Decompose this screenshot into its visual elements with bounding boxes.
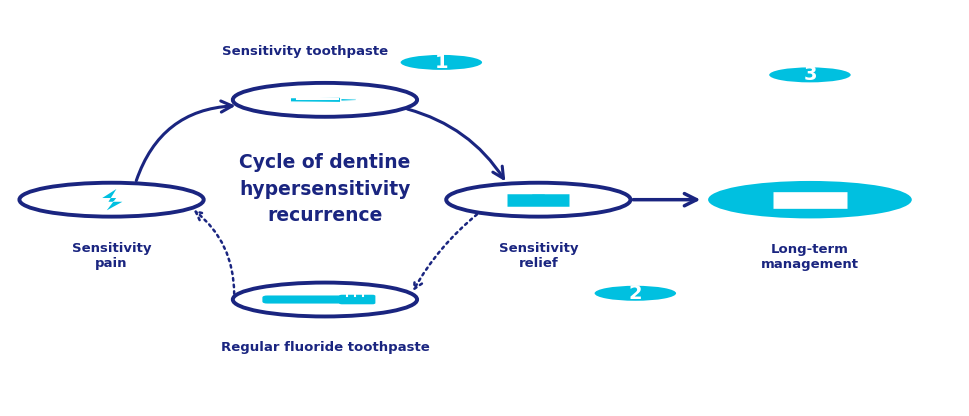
Ellipse shape <box>768 67 850 82</box>
Polygon shape <box>340 98 357 102</box>
Ellipse shape <box>446 183 630 217</box>
Text: Regular fluoride toothpaste: Regular fluoride toothpaste <box>220 342 429 354</box>
Polygon shape <box>290 97 340 103</box>
FancyBboxPatch shape <box>262 295 347 304</box>
Text: Long-term
management: Long-term management <box>760 243 859 271</box>
Text: Sensitivity
pain: Sensitivity pain <box>72 242 151 270</box>
Ellipse shape <box>400 55 482 70</box>
Ellipse shape <box>233 83 417 117</box>
Ellipse shape <box>233 282 417 317</box>
Text: Sensitivity
relief: Sensitivity relief <box>498 242 578 270</box>
Text: 1: 1 <box>434 53 448 72</box>
Ellipse shape <box>707 181 911 218</box>
Text: 2: 2 <box>628 284 641 303</box>
Text: Cycle of dentine
hypersensitivity
recurrence: Cycle of dentine hypersensitivity recurr… <box>239 153 410 225</box>
Ellipse shape <box>19 183 203 217</box>
FancyBboxPatch shape <box>339 295 375 304</box>
Text: Sensitivity toothpaste: Sensitivity toothpaste <box>222 45 389 58</box>
Ellipse shape <box>594 286 675 301</box>
Polygon shape <box>102 189 122 210</box>
Text: 3: 3 <box>802 65 816 84</box>
